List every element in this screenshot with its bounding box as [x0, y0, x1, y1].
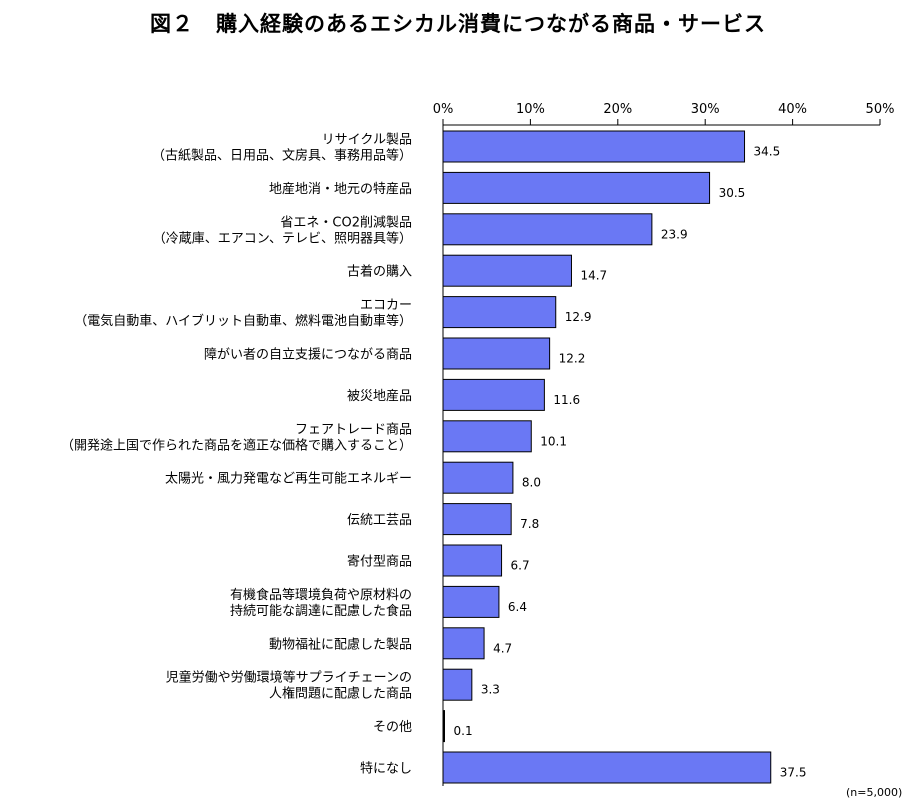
- value-label: 6.7: [511, 559, 530, 573]
- category-label: 地産地消・地元の特産品: [269, 181, 412, 197]
- bar: [442, 254, 572, 287]
- bar: [442, 461, 514, 494]
- bar: [442, 503, 512, 536]
- bar: [442, 420, 532, 453]
- value-label: 34.5: [754, 145, 781, 159]
- category-label: フェアトレード商品: [295, 422, 412, 437]
- category-label: 古着の購入: [347, 264, 412, 280]
- bar: [442, 751, 772, 784]
- category-label: 太陽光・風力発電など再生可能エネルギー: [165, 472, 412, 487]
- category-label: 寄付型商品: [347, 554, 412, 570]
- bar: [442, 544, 503, 577]
- category-label: 被災地産品: [347, 388, 412, 404]
- category-label: （古紙製品、日用品、文房具、事務用品等）: [152, 148, 412, 164]
- category-label: （電気自動車、ハイブリット自動車、燃料電池自動車等）: [74, 313, 412, 329]
- bar: [442, 296, 557, 329]
- bar: [442, 171, 711, 204]
- value-label: 3.3: [481, 683, 500, 697]
- value-labels: 34.5 30.5 23.9 14.7 12.9 12.2 11.6 10.1 8.0 7.8 6.…: [454, 145, 807, 780]
- bar: [442, 213, 653, 246]
- bar: [442, 627, 485, 660]
- x-axis-ticks: 0% 10% 20% 30% 40% 50%: [433, 102, 895, 126]
- value-label: 14.7: [580, 269, 607, 283]
- bar: [442, 585, 500, 618]
- bar: [442, 378, 545, 411]
- category-label: 持続可能な調達に配慮した食品: [230, 603, 412, 619]
- value-label: 4.7: [493, 641, 512, 655]
- category-label: 伝統工芸品: [347, 512, 412, 528]
- category-label: 特になし: [360, 762, 412, 777]
- bar: [442, 337, 551, 370]
- value-label: 11.6: [553, 393, 580, 407]
- x-tick-label: 0%: [433, 102, 454, 117]
- value-label: 6.4: [508, 600, 527, 614]
- value-label: 12.9: [565, 310, 592, 324]
- x-tick-label: 30%: [691, 102, 720, 117]
- value-label: 8.0: [522, 476, 541, 490]
- value-label: 23.9: [661, 227, 688, 241]
- category-label: 動物福祉に配慮した製品: [269, 637, 412, 652]
- category-label: （冷蔵庫、エアコン、テレビ、照明器具等）: [153, 230, 412, 246]
- value-label: 37.5: [780, 766, 807, 780]
- category-label: （開発途上国で作られた商品を適正な価格で購入すること）: [61, 437, 412, 453]
- value-label: 10.1: [540, 434, 567, 448]
- bar: [442, 668, 473, 701]
- value-label: 0.1: [454, 724, 473, 738]
- chart-title: 図２ 購入経験のあるエシカル消費につながる商品・サービス: [150, 12, 766, 36]
- category-label: 有機食品等環境負荷や原材料の: [230, 587, 412, 603]
- x-tick-label: 10%: [516, 102, 545, 117]
- category-label: リサイクル製品: [322, 133, 412, 148]
- x-tick-label: 40%: [778, 102, 807, 117]
- category-label: 児童労働や労働環境等サプライチェーンの: [166, 670, 412, 686]
- value-label: 7.8: [520, 517, 539, 531]
- category-label: 省エネ・CO2削減製品: [280, 214, 412, 230]
- bars: [442, 130, 772, 784]
- x-tick-label: 50%: [866, 102, 895, 117]
- category-label: その他: [373, 720, 412, 735]
- sample-size-note: (n=5,000): [846, 786, 903, 799]
- category-label: 障がい者の自立支援につながる商品: [204, 348, 412, 363]
- x-tick-label: 20%: [603, 102, 632, 117]
- bar: [442, 130, 746, 163]
- category-label: 人権問題に配慮した商品: [269, 686, 412, 702]
- value-label: 12.2: [559, 352, 586, 366]
- category-labels: リサイクル製品（古紙製品、日用品、文房具、事務用品等） 地産地消・地元の特産品省エ…: [61, 133, 412, 777]
- category-label: エコカー: [360, 298, 412, 313]
- value-label: 30.5: [719, 186, 746, 200]
